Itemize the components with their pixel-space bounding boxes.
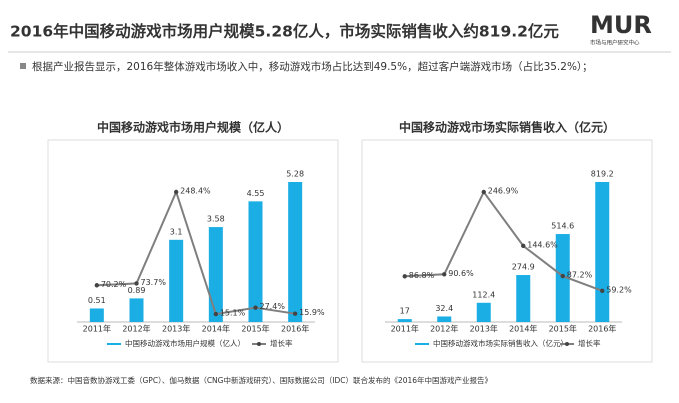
bar: [129, 298, 144, 322]
bar-label: 32.4: [435, 304, 453, 313]
x-tick-label: 2011年: [83, 324, 111, 334]
growth-line: [96, 189, 296, 316]
legend-swatch: [565, 342, 569, 346]
line-point: [521, 243, 526, 249]
bar: [169, 239, 184, 322]
bar: [208, 227, 223, 322]
chart-title: 中国移动游戏市场实际销售收入（亿元）: [399, 120, 615, 135]
x-tick-label: 2012年: [122, 324, 150, 334]
line-point: [213, 311, 219, 317]
line-point: [173, 189, 179, 195]
legend-label: 增长率: [578, 338, 601, 348]
line-point: [402, 274, 407, 279]
legend-swatch: [257, 342, 261, 346]
line-point: [134, 281, 139, 286]
line-point: [600, 288, 605, 294]
bar: [476, 302, 491, 322]
line-label: 15.9%: [299, 308, 325, 317]
bar-label: 4.55: [247, 189, 265, 198]
bar-label: 3.58: [207, 215, 225, 224]
line-point: [292, 311, 298, 316]
bar-label: 819.2: [591, 170, 614, 179]
line-point: [481, 189, 486, 195]
logo-sub: 市场与用户研究中心: [590, 39, 640, 47]
bar: [288, 182, 303, 322]
bar-label: 0.51: [88, 296, 106, 305]
bar-label: 17: [400, 307, 410, 316]
x-tick-label: 2013年: [162, 324, 190, 334]
x-tick-label: 2011年: [391, 324, 419, 334]
bar-label: 3.1: [170, 227, 183, 236]
line-label: 248.4%: [180, 187, 211, 196]
bar: [248, 201, 263, 322]
bullet: [20, 63, 26, 69]
line-label: 15.1%: [220, 309, 246, 318]
bar-label: 274.9: [512, 263, 535, 272]
line-label: 90.6%: [448, 269, 474, 278]
growth-line: [404, 190, 603, 292]
line-point: [94, 283, 100, 288]
legend-label: 中国移动游戏市场用户规模（亿人）: [125, 338, 245, 348]
x-tick-label: 2014年: [509, 324, 537, 334]
x-tick-label: 2012年: [430, 324, 458, 334]
legend-label: 增长率: [270, 338, 293, 348]
x-tick-label: 2016年: [281, 324, 309, 334]
bar-label: 514.6: [551, 222, 574, 231]
bar-label: 0.89: [128, 286, 146, 295]
line-label: 87.2%: [567, 271, 593, 280]
bar-label: 112.4: [472, 290, 495, 299]
line-label: 27.4%: [260, 302, 286, 311]
logo: MUR: [590, 11, 652, 39]
x-tick-label: 2016年: [588, 324, 616, 334]
x-tick-label: 2013年: [470, 324, 498, 334]
chart-title: 中国移动游戏市场用户规模（亿人）: [97, 120, 289, 135]
line-point: [253, 305, 258, 310]
line-point: [560, 273, 565, 279]
bar: [397, 319, 412, 322]
line-label: 246.9%: [488, 187, 519, 196]
bar-label: 5.28: [286, 170, 304, 179]
bar: [595, 182, 610, 322]
note: 根据产业报告显示，2016年整体游戏市场收入中，移动游戏市场占比达到49.5%，…: [32, 60, 593, 73]
line-label: 86.8%: [409, 271, 435, 280]
line-label: 70.2%: [101, 280, 127, 289]
bar: [89, 308, 104, 322]
panel: [361, 139, 653, 363]
bar: [516, 275, 531, 322]
line-point: [442, 272, 447, 277]
panel: [47, 139, 339, 363]
x-tick-label: 2015年: [549, 324, 577, 334]
line-label: 59.2%: [606, 285, 632, 294]
x-tick-label: 2014年: [202, 324, 230, 334]
bar: [437, 316, 452, 322]
source: 数据来源：中国音数协游戏工委（GPC）、伽马数据（CNG中新游戏研究）、国际数据…: [30, 375, 492, 385]
legend-label: 中国移动游戏市场实际销售收入（亿元）: [433, 338, 568, 348]
slide-title: 2016年中国移动游戏市场用户规模5.28亿人，市场实际销售收入约819.2亿元: [10, 22, 559, 41]
line-label: 144.6%: [527, 240, 558, 249]
x-tick-label: 2015年: [241, 324, 269, 334]
line-label: 73.7%: [141, 278, 167, 287]
